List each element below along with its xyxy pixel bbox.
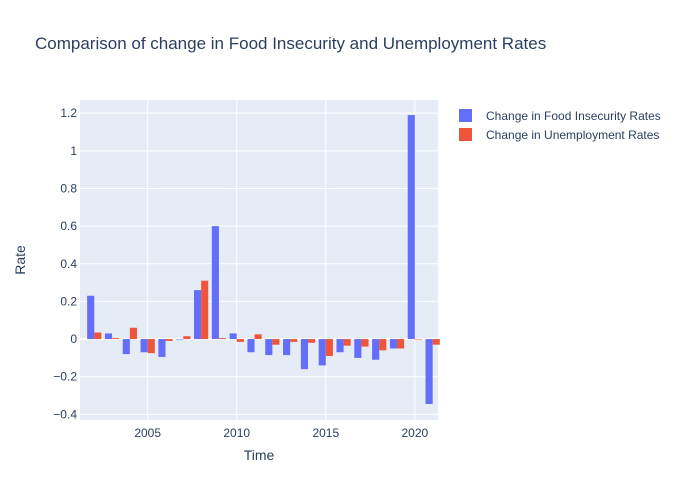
bar-unemployment[interactable]: [236, 339, 244, 342]
bar-unemployment[interactable]: [147, 339, 155, 354]
chart-title: Comparison of change in Food Insecurity …: [35, 34, 547, 53]
x-tick-label: 2010: [223, 426, 250, 440]
legend-item[interactable]: Change in Food Insecurity Rates: [459, 109, 661, 123]
y-tick-label: 1.2: [60, 106, 77, 120]
y-tick-label: 0.8: [60, 181, 77, 195]
y-axis-title: Rate: [12, 245, 28, 275]
bar-unemployment[interactable]: [379, 339, 387, 351]
legend-swatch: [459, 128, 472, 141]
bar-unemployment[interactable]: [432, 339, 440, 345]
bar-unemployment[interactable]: [254, 334, 262, 340]
bar-food-insecurity[interactable]: [354, 339, 362, 358]
bar-food-insecurity[interactable]: [247, 339, 255, 353]
bar-food-insecurity[interactable]: [87, 295, 95, 340]
x-tick-label: 2015: [312, 426, 339, 440]
legend-label: Change in Unemployment Rates: [486, 128, 659, 142]
bar-food-insecurity[interactable]: [425, 339, 433, 404]
bar-unemployment[interactable]: [165, 339, 173, 341]
bar-food-insecurity[interactable]: [229, 333, 237, 340]
bar-unemployment[interactable]: [272, 339, 280, 345]
bar-food-insecurity[interactable]: [122, 339, 130, 355]
bar-food-insecurity[interactable]: [318, 339, 326, 366]
bar-unemployment[interactable]: [290, 339, 298, 342]
bar-unemployment[interactable]: [201, 280, 209, 340]
legend-swatch: [459, 109, 472, 122]
x-tick-label: 2020: [401, 426, 428, 440]
bar-unemployment[interactable]: [94, 332, 102, 340]
bar-unemployment[interactable]: [112, 338, 120, 340]
bar-food-insecurity[interactable]: [407, 115, 415, 340]
y-ticks: −0.4 −0.2 0 0.2 0.4 0.6 0.8 1 1.2: [53, 106, 77, 421]
bar-unemployment[interactable]: [307, 339, 316, 343]
bar-food-insecurity[interactable]: [300, 339, 308, 370]
bar-unemployment[interactable]: [343, 339, 351, 346]
bar-food-insecurity[interactable]: [372, 339, 380, 360]
bars-group: [87, 115, 440, 404]
bar-unemployment[interactable]: [183, 336, 191, 340]
bar-food-insecurity[interactable]: [389, 339, 398, 349]
bar-food-insecurity[interactable]: [211, 226, 219, 340]
bar-unemployment[interactable]: [325, 339, 333, 356]
bar-food-insecurity[interactable]: [336, 339, 344, 353]
x-axis-title: Time: [244, 447, 275, 463]
y-tick-label: −0.4: [53, 407, 77, 421]
bar-food-insecurity[interactable]: [193, 290, 202, 340]
bar-food-insecurity[interactable]: [104, 333, 113, 340]
bar-food-insecurity[interactable]: [158, 339, 166, 357]
bar-food-insecurity[interactable]: [176, 339, 184, 340]
y-tick-label: −0.2: [53, 370, 77, 384]
bar-food-insecurity[interactable]: [140, 339, 148, 353]
bar-unemployment[interactable]: [397, 339, 405, 349]
bar-unemployment[interactable]: [361, 339, 369, 347]
x-ticks: 2005 2010 2015 2020: [134, 426, 428, 440]
bar-unemployment[interactable]: [129, 327, 137, 340]
x-tick-label: 2005: [134, 426, 161, 440]
y-tick-label: 0: [70, 332, 77, 346]
bar-food-insecurity[interactable]: [265, 339, 273, 356]
bar-unemployment[interactable]: [414, 339, 422, 340]
y-tick-label: 0.4: [60, 257, 77, 271]
bar-food-insecurity[interactable]: [283, 339, 291, 356]
y-tick-label: 1: [70, 144, 77, 158]
legend[interactable]: Change in Food Insecurity Rates Change in…: [459, 109, 661, 142]
y-tick-label: 0.6: [60, 219, 77, 233]
legend-label: Change in Food Insecurity Rates: [486, 109, 661, 123]
plot-area: [80, 100, 438, 420]
y-tick-label: 0.2: [60, 294, 77, 308]
legend-item[interactable]: Change in Unemployment Rates: [459, 128, 659, 142]
bar-unemployment[interactable]: [218, 338, 227, 340]
